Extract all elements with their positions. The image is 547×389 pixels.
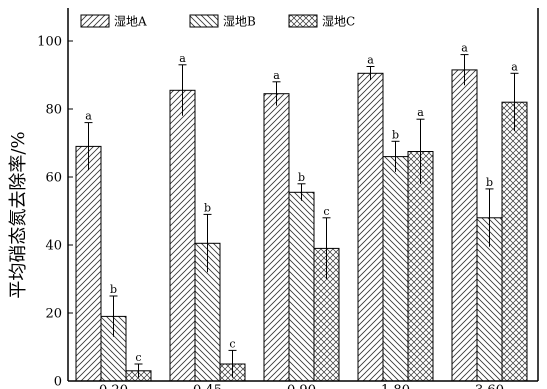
sig-label-0-1: a (179, 52, 186, 65)
sig-label-1-1: b (204, 201, 211, 214)
error-bars (84, 54, 519, 378)
legend-swatch-1 (189, 14, 219, 28)
bar-2-4 (501, 101, 528, 382)
sig-label-1-0: b (110, 283, 117, 296)
bar-0-4 (451, 69, 478, 382)
significance-labels: a a a a a b b b b b c c c a a (85, 42, 518, 364)
y-axis-label: 平均硝态氮去除率/% (8, 131, 29, 298)
sig-label-2-1: c (229, 337, 235, 350)
sig-label-2-3: a (417, 106, 424, 119)
x-tick-label-1: 0.45 (193, 383, 222, 389)
bar-0-0 (75, 145, 102, 382)
y-tick-label-1: 20 (45, 307, 62, 322)
legend: 湿地A 湿地B 湿地C (80, 14, 355, 29)
y-tick-label-3: 60 (45, 171, 62, 186)
bar-1-2 (288, 191, 315, 382)
sig-label-0-2: a (273, 69, 280, 82)
sig-label-0-4: a (461, 42, 468, 55)
sig-label-0-3: a (367, 54, 374, 67)
sig-label-1-4: b (486, 176, 493, 189)
bar-0-1 (169, 89, 196, 382)
x-tick-label-0: 0.20 (99, 383, 128, 389)
legend-swatch-2 (288, 14, 318, 28)
y-tick-label-0: 0 (54, 375, 62, 389)
sig-label-2-4: a (511, 60, 518, 73)
axes: 0 20 40 60 80 100 0.20 0.45 0.90 1.80 3.60 (37, 8, 539, 389)
bar-2-3 (407, 151, 434, 382)
sig-label-1-2: b (298, 171, 305, 184)
x-tick-label-2: 0.90 (287, 383, 316, 389)
legend-label-2: 湿地C (322, 14, 355, 29)
x-tick-label-4: 3.60 (475, 383, 504, 389)
legend-label-1: 湿地B (223, 14, 256, 29)
bar-0-3 (357, 72, 384, 382)
sig-label-1-3: b (392, 128, 399, 141)
sig-label-0-0: a (85, 110, 92, 123)
x-tick-label-3: 1.80 (381, 383, 410, 389)
y-tick-label-5: 100 (37, 35, 62, 50)
legend-swatch-0 (80, 14, 110, 28)
legend-label-0: 湿地A (114, 14, 147, 29)
sig-label-2-2: c (323, 205, 329, 218)
y-tick-label-2: 40 (45, 239, 62, 254)
sig-label-2-0: c (135, 351, 141, 364)
bar-1-3 (382, 156, 409, 382)
bar-0-2 (263, 93, 290, 382)
bars (75, 69, 528, 382)
y-tick-label-4: 80 (45, 103, 62, 118)
